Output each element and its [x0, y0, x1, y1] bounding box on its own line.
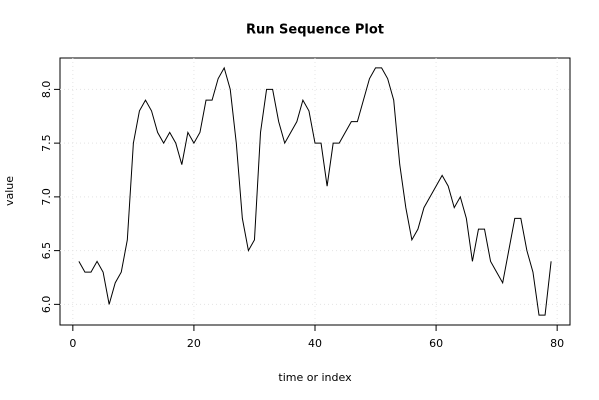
y-axis-label: value [3, 176, 16, 206]
x-tick-label: 40 [308, 337, 322, 350]
x-axis-label: time or index [278, 371, 352, 384]
x-tick-label: 60 [429, 337, 443, 350]
y-tick-label: 6.5 [40, 242, 53, 259]
chart-title: Run Sequence Plot [246, 23, 384, 38]
x-tick-label: 20 [187, 337, 201, 350]
y-tick-label: 7.0 [40, 188, 53, 206]
y-tick-label: 7.5 [40, 134, 53, 152]
y-tick-label: 6.0 [40, 296, 53, 314]
data-line [78, 66, 552, 316]
x-tick-label: 80 [550, 337, 564, 350]
y-tick-label: 8.0 [40, 81, 53, 99]
x-tick-label: 0 [69, 337, 76, 350]
